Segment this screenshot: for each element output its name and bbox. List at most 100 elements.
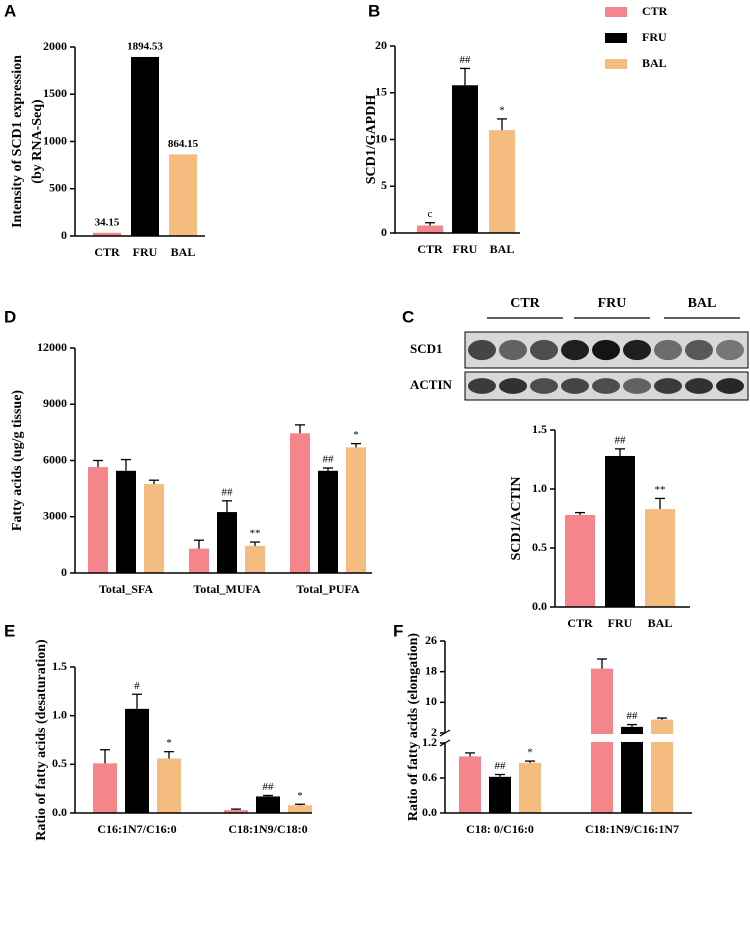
significance-mark: ## (323, 454, 335, 466)
blot-band (499, 339, 527, 361)
bar (565, 514, 595, 607)
x-tick-label: CTR (94, 245, 120, 259)
y-tick-label: 10 (425, 694, 437, 708)
significance-mark: ** (250, 528, 261, 540)
bar (93, 232, 121, 236)
y-tick-label: 1.0 (532, 481, 547, 495)
panel-letter: E (4, 621, 15, 640)
panel-letter: F (393, 621, 403, 640)
bar (489, 130, 515, 233)
significance-mark: # (134, 680, 140, 692)
y-tick-label: 2000 (43, 39, 67, 53)
blot-band (592, 378, 620, 394)
y-tick-label: 0 (381, 225, 387, 239)
blot-band (716, 378, 744, 394)
blot-band (468, 378, 496, 394)
blot-band (685, 378, 713, 394)
y-axis-label: Ratio of fatty acids (desaturation) (34, 639, 49, 841)
bar (116, 470, 136, 573)
y-tick-label: 0.0 (422, 805, 437, 819)
bar (157, 758, 181, 813)
bar (288, 805, 312, 813)
legend-swatch (605, 33, 627, 43)
panel-letter: D (4, 307, 16, 326)
value-label: 34.15 (95, 216, 120, 228)
significance-mark: * (499, 104, 505, 116)
bar (93, 763, 117, 813)
row-label: ACTIN (410, 377, 453, 392)
blot-band (530, 339, 558, 361)
x-tick-label: Total_MUFA (193, 582, 261, 596)
blot-band (499, 378, 527, 394)
value-label: 864.15 (168, 138, 199, 150)
y-tick-label: 5 (381, 178, 387, 192)
blot-band (592, 339, 620, 361)
bar (189, 548, 209, 573)
panel-letter: B (368, 1, 380, 20)
y-tick-label: 1.2 (422, 735, 437, 749)
bar (645, 509, 675, 607)
blot-band (654, 378, 682, 394)
y-tick-label: 10 (375, 131, 387, 145)
y-axis-label: SCD1/ACTIN (509, 476, 524, 560)
x-tick-label: BAL (171, 245, 196, 259)
bar (169, 154, 197, 236)
significance-mark: * (353, 429, 359, 441)
y-tick-label: 15 (375, 85, 387, 99)
y-tick-label: 26 (425, 633, 437, 647)
significance-mark: ## (222, 486, 234, 498)
significance-mark: ## (263, 781, 275, 793)
panel-letter: C (402, 307, 414, 326)
blot-band (623, 378, 651, 394)
blot-band (530, 378, 558, 394)
bar (459, 756, 481, 813)
y-tick-label: 18 (425, 663, 437, 677)
significance-mark: * (527, 747, 533, 759)
x-tick-label: Total_PUFA (296, 582, 360, 596)
significance-mark: c (428, 208, 433, 220)
legend-label: FRU (642, 30, 667, 44)
break-mark (439, 739, 451, 747)
bar (256, 796, 280, 813)
x-tick-label: FRU (608, 616, 633, 630)
y-tick-label: 0.0 (532, 599, 547, 613)
y-tick-label: 1500 (43, 86, 67, 100)
x-tick-label: C18:1N9/C18:0 (228, 822, 307, 836)
x-tick-label: C18:1N9/C16:1N7 (585, 822, 679, 836)
y-axis-label: (by RNA-Seq) (30, 99, 45, 184)
row-label: SCD1 (410, 341, 443, 356)
y-tick-label: 1.5 (532, 422, 547, 436)
y-tick-label: 12000 (37, 340, 67, 354)
y-tick-label: 9000 (43, 396, 67, 410)
lane-label: FRU (598, 296, 627, 311)
bar (452, 85, 478, 234)
bar (651, 719, 673, 813)
x-tick-label: CTR (417, 242, 443, 256)
y-tick-label: 500 (49, 181, 67, 195)
legend-label: BAL (642, 56, 667, 70)
blot-band (685, 339, 713, 361)
significance-mark: * (166, 737, 172, 749)
y-axis-label: Intensity of SCD1 expression (10, 55, 25, 228)
bar (605, 455, 635, 607)
y-tick-label: 20 (375, 38, 387, 52)
y-axis-label: Fatty acids (ug/g tissue) (10, 390, 25, 532)
x-tick-label: BAL (648, 616, 673, 630)
y-axis-label: SCD1/GAPDH (364, 95, 379, 185)
legend-swatch (605, 59, 627, 69)
bar (621, 726, 643, 813)
y-tick-label: 1.0 (52, 707, 67, 721)
x-tick-label: C18: 0/C16:0 (466, 822, 534, 836)
bar (144, 483, 164, 573)
lane-label: CTR (510, 296, 540, 311)
blot-band (716, 339, 744, 361)
panel-letter: A (4, 1, 16, 20)
y-tick-label: 0 (61, 228, 67, 242)
x-tick-label: FRU (453, 242, 478, 256)
bar (88, 467, 108, 573)
legend-label: CTR (642, 4, 668, 18)
y-tick-label: 3000 (43, 509, 67, 523)
y-tick-label: 0.5 (52, 756, 67, 770)
y-tick-label: 0.5 (532, 540, 547, 554)
